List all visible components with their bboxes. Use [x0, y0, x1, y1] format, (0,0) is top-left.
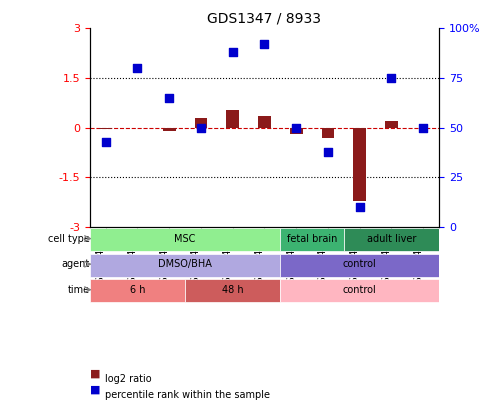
Point: [419, 124, 427, 131]
Point: [133, 65, 141, 71]
Text: control: control: [343, 285, 377, 295]
Bar: [280, 279, 439, 303]
Bar: [227, 109, 239, 128]
Text: percentile rank within the sample: percentile rank within the sample: [105, 390, 270, 400]
Point: [292, 124, 300, 131]
Bar: [90, 279, 185, 303]
Bar: [185, 279, 280, 303]
Point: [102, 139, 110, 145]
Bar: [322, 128, 334, 138]
Text: ■: ■: [90, 385, 100, 395]
Bar: [99, 128, 112, 129]
Point: [324, 148, 332, 155]
Point: [356, 204, 364, 211]
Text: 48 h: 48 h: [222, 285, 244, 295]
Text: agent: agent: [61, 259, 90, 269]
Bar: [90, 228, 280, 252]
Bar: [258, 116, 271, 128]
Text: fetal brain: fetal brain: [287, 234, 337, 243]
Text: time: time: [68, 285, 90, 295]
Bar: [290, 128, 302, 134]
Text: ■: ■: [90, 369, 100, 379]
Point: [229, 49, 237, 55]
Bar: [280, 228, 344, 252]
Point: [165, 95, 173, 101]
Bar: [344, 228, 439, 252]
Point: [197, 124, 205, 131]
Title: GDS1347 / 8933: GDS1347 / 8933: [208, 12, 321, 26]
Text: 6 h: 6 h: [130, 285, 145, 295]
Bar: [385, 121, 398, 128]
Text: DMSO/BHA: DMSO/BHA: [158, 259, 212, 269]
Point: [388, 75, 396, 81]
Bar: [280, 254, 439, 277]
Bar: [353, 128, 366, 200]
Bar: [195, 118, 207, 128]
Text: cell type: cell type: [48, 234, 90, 243]
Text: adult liver: adult liver: [367, 234, 416, 243]
Bar: [163, 128, 176, 131]
Text: MSC: MSC: [174, 234, 196, 243]
Bar: [90, 254, 280, 277]
Text: log2 ratio: log2 ratio: [105, 374, 151, 384]
Point: [260, 41, 268, 47]
Text: control: control: [343, 259, 377, 269]
